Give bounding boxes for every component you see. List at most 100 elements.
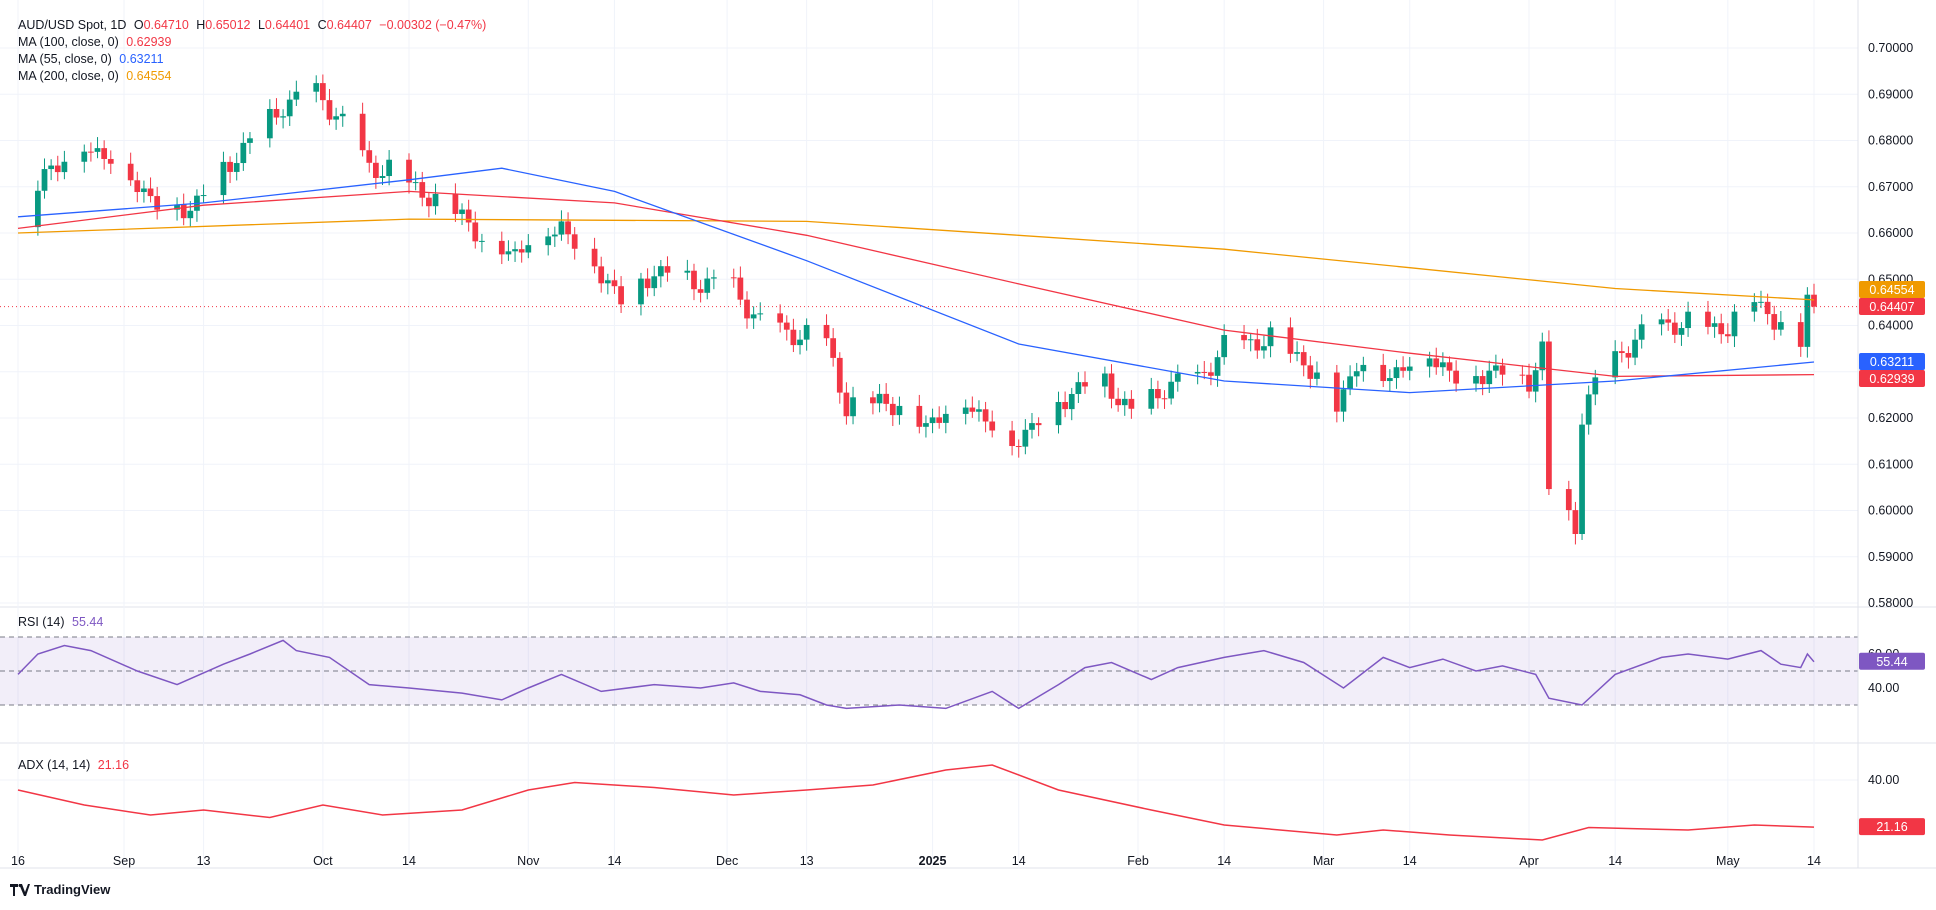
candle-body [651,276,658,289]
candle-body [406,159,412,183]
candle-body [1493,365,1499,371]
candle-body [896,405,903,416]
candle-body [233,163,240,172]
candle-body [1201,371,1208,373]
candle-body [498,240,505,255]
ma100-legend: MA (100, close, 0) 0.62939 [18,35,175,49]
price-tick-label: 0.60000 [1868,504,1913,518]
candle-body [1625,353,1632,358]
open-label: O [133,18,144,32]
candle-body [1585,394,1592,425]
candle-body [432,193,439,207]
open-value: 0.64710 [143,18,189,32]
candle-body [147,188,154,197]
candle-body [876,393,883,404]
price-tick-label: 0.59000 [1868,550,1913,564]
candle-body [227,161,233,172]
candle-body [1393,367,1400,379]
candle-body [916,405,923,427]
candle-body [54,165,61,173]
candle-body [1731,311,1738,337]
candle-body [1499,365,1506,375]
candle-body [1174,373,1181,382]
candle-body [472,222,479,242]
candle-body [657,266,664,277]
ma200-label: MA (200, close, 0) [18,69,119,83]
candle-body [154,196,161,210]
candle-body [1724,334,1731,337]
candle-body [266,108,273,139]
candle-body [1208,372,1214,376]
candle-body [644,278,651,289]
candle-body [1526,374,1532,392]
adx-label: ADX (14, 14) [18,758,91,772]
time-tick-label: 14 [1012,854,1026,868]
candle-body [664,266,671,273]
candle-body [1592,377,1599,395]
symbol-title: AUD/USD Spot, 1D [18,18,127,32]
ma55-line [17,167,1815,394]
close-label: C [317,18,327,32]
candle-body [1194,371,1201,374]
candle-body [558,221,565,235]
candle-body [1055,402,1062,426]
candle-body [187,210,194,219]
candle-body [247,138,253,143]
candle-body [512,249,518,252]
price-tick-label: 0.61000 [1868,457,1913,471]
ma200-value: 0.64554 [126,69,172,83]
candle-body [1214,357,1221,376]
ma100-value: 0.62939 [126,35,172,49]
candle-body [1400,367,1406,371]
rsi-badge: 55.44 [1876,655,1907,669]
candle-body [1121,398,1128,406]
candle-body [134,180,141,193]
price-tick-label: 0.69000 [1868,87,1913,101]
rsi-label: RSI (14) [18,615,65,629]
candle-body [200,195,207,197]
candle-body [81,151,88,162]
rsi-legend: RSI (14) 55.44 [18,615,107,629]
candle-body [41,169,48,191]
candle-body [1539,341,1546,371]
candle-body [127,163,134,181]
candle-body [591,248,598,267]
candle-body [697,289,704,293]
candle-body [618,286,624,305]
rsi-tick-label: 40.00 [1868,681,1899,695]
candle-body [836,357,843,393]
price-tick-label: 0.62000 [1868,411,1913,425]
last-price-badge-bg [1859,298,1925,315]
candle-body [1347,376,1353,390]
ma200-line [17,218,1815,301]
candle-body [1380,364,1387,382]
candle-body [1685,311,1691,329]
price-tick-label: 0.66000 [1868,226,1913,240]
adx-tick-label: 40.00 [1868,773,1899,787]
candle-body [797,339,803,346]
candle-body [989,421,996,431]
time-tick-label: Feb [1127,854,1149,868]
time-tick-label: Oct [313,854,333,868]
candle-body [1638,324,1645,340]
time-tick-label: 13 [197,854,211,868]
candle-body [598,266,605,284]
candle-body [1062,402,1068,410]
candle-body [1015,446,1022,448]
candle-body [936,417,943,423]
adx-value: 21.16 [97,758,130,772]
candle-body [141,188,147,193]
candle-body [704,278,711,293]
time-tick-label: Nov [517,854,540,868]
candle-body [35,190,41,228]
candle-body [1546,341,1552,490]
tradingview-logo[interactable]: TradingView [10,882,110,897]
candle-body [982,409,989,422]
candle-body [1267,327,1274,347]
candle-body [1386,378,1393,382]
candle-body [757,313,764,315]
candle-body [1764,301,1771,315]
candle-body [710,277,717,279]
candle-body [942,413,949,423]
